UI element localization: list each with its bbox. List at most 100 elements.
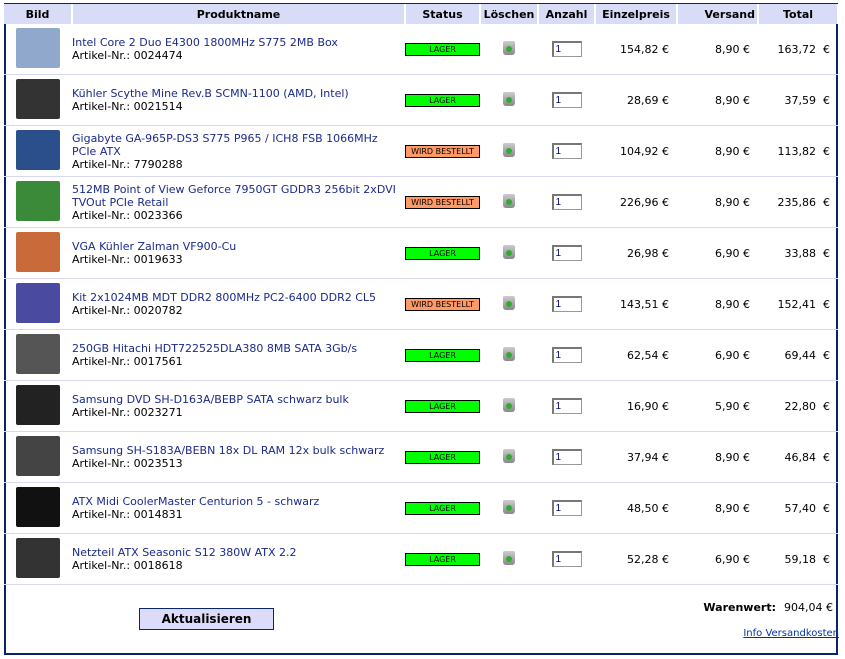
line-total: 152,41 € [758, 278, 838, 330]
cart-row: Intel Core 2 Duo E4300 1800MHz S775 2MB … [4, 24, 838, 75]
status-badge: LAGER [405, 94, 480, 107]
article-number: Artikel-Nr.: 0018618 [72, 559, 183, 572]
product-image[interactable] [16, 282, 60, 323]
cart-row: ATX Midi CoolerMaster Centurion 5 - schw… [4, 482, 838, 534]
quantity-input[interactable] [551, 500, 582, 516]
product-image[interactable] [16, 27, 60, 68]
unit-price: 28,69 € [595, 74, 677, 126]
unit-price: 16,90 € [595, 380, 677, 432]
status-badge: LAGER [405, 451, 480, 464]
quantity-input[interactable] [551, 296, 582, 312]
product-image[interactable] [16, 78, 60, 119]
unit-price: 143,51 € [595, 278, 677, 330]
status-badge: LAGER [405, 43, 480, 56]
status-badge: WIRD BESTELLT [405, 145, 480, 158]
quantity-input[interactable] [551, 551, 582, 567]
unit-price: 48,50 € [595, 482, 677, 534]
product-link[interactable]: 250GB Hitachi HDT722525DLA380 8MB SATA 3… [72, 342, 358, 355]
trash-icon[interactable] [503, 499, 515, 514]
trash-icon[interactable] [503, 448, 515, 463]
quantity-input[interactable] [551, 92, 582, 108]
trash-icon[interactable] [503, 244, 515, 259]
line-total: 235,86 € [758, 176, 838, 228]
column-header: Produktname [72, 4, 406, 24]
status-badge: LAGER [405, 349, 480, 362]
unit-price: 104,92 € [595, 125, 677, 177]
status-badge: WIRD BESTELLT [405, 196, 480, 209]
product-image[interactable] [16, 129, 60, 170]
trash-icon[interactable] [503, 193, 515, 208]
quantity-input[interactable] [551, 41, 582, 57]
shipping-cost: 6,90 € [677, 533, 758, 585]
quantity-input[interactable] [551, 245, 582, 261]
quantity-input[interactable] [551, 347, 582, 363]
status-badge: LAGER [405, 502, 480, 515]
product-link[interactable]: Gigabyte GA-965P-DS3 S775 P965 / ICH8 FS… [72, 131, 378, 158]
shipping-cost: 8,90 € [677, 125, 758, 177]
product-link[interactable]: Samsung SH-S183A/BEBN 18x DL RAM 12x bul… [72, 444, 385, 457]
shipping-cost: 8,90 € [677, 278, 758, 330]
cart-row: Kühler Scythe Mine Rev.B SCMN-1100 (AMD,… [4, 74, 838, 126]
quantity-input[interactable] [551, 143, 582, 159]
product-link[interactable]: Kühler Scythe Mine Rev.B SCMN-1100 (AMD,… [72, 87, 349, 100]
update-button[interactable]: Aktualisieren [139, 608, 274, 630]
order-value-label: Warenwert: [703, 601, 777, 614]
trash-icon[interactable] [503, 346, 515, 361]
product-link[interactable]: Netzteil ATX Seasonic S12 380W ATX 2.2 [72, 546, 297, 559]
product-link[interactable]: Kit 2x1024MB MDT DDR2 800MHz PC2-6400 DD… [72, 291, 377, 304]
product-link[interactable]: VGA Kühler Zalman VF900-Cu [72, 240, 237, 253]
cart-row: Kit 2x1024MB MDT DDR2 800MHz PC2-6400 DD… [4, 278, 838, 330]
product-link[interactable]: Intel Core 2 Duo E4300 1800MHz S775 2MB … [72, 36, 338, 49]
cart-row: Samsung DVD SH-D163A/BEBP SATA schwarz b… [4, 380, 838, 432]
product-link[interactable]: 512MB Point of View Geforce 7950GT GDDR3… [72, 182, 396, 209]
product-image[interactable] [16, 231, 60, 272]
status-badge: LAGER [405, 553, 480, 566]
status-badge: WIRD BESTELLT [405, 298, 480, 311]
article-number: Artikel-Nr.: 0017561 [72, 355, 183, 368]
shipping-cost: 5,90 € [677, 380, 758, 432]
column-header: Löschen [480, 4, 539, 24]
unit-price: 154,82 € [595, 24, 677, 75]
trash-icon[interactable] [503, 142, 515, 157]
article-number: Artikel-Nr.: 0021514 [72, 100, 183, 113]
shipping-info-link[interactable]: Info Versandkosten [743, 628, 839, 639]
product-link[interactable]: Samsung DVD SH-D163A/BEBP SATA schwarz b… [72, 393, 349, 406]
product-link[interactable]: ATX Midi CoolerMaster Centurion 5 - schw… [72, 495, 320, 508]
unit-price: 226,96 € [595, 176, 677, 228]
shipping-cost: 8,90 € [677, 24, 758, 75]
product-image[interactable] [16, 180, 60, 221]
line-total: 163,72 € [758, 24, 838, 75]
unit-price: 62,54 € [595, 329, 677, 381]
line-total: 113,82 € [758, 125, 838, 177]
column-header: Total [758, 4, 839, 24]
article-number: Artikel-Nr.: 0019633 [72, 253, 183, 266]
trash-icon[interactable] [503, 550, 515, 565]
quantity-input[interactable] [551, 398, 582, 414]
line-total: 57,40 € [758, 482, 838, 534]
quantity-input[interactable] [551, 194, 582, 210]
trash-icon[interactable] [503, 91, 515, 106]
column-header: Status [405, 4, 481, 24]
line-total: 69,44 € [758, 329, 838, 381]
order-value: Warenwert: 904,04 € [703, 601, 833, 614]
product-image[interactable] [16, 537, 60, 578]
product-image[interactable] [16, 384, 60, 425]
product-image[interactable] [16, 333, 60, 374]
order-value-amount: 904,04 € [784, 601, 833, 614]
column-header: Bild [4, 4, 73, 24]
unit-price: 37,94 € [595, 431, 677, 483]
trash-icon[interactable] [503, 397, 515, 412]
quantity-input[interactable] [551, 449, 582, 465]
trash-icon[interactable] [503, 295, 515, 310]
product-image[interactable] [16, 486, 60, 527]
article-number: Artikel-Nr.: 0023366 [72, 208, 183, 222]
shipping-cost: 8,90 € [677, 176, 758, 228]
cart-row: Gigabyte GA-965P-DS3 S775 P965 / ICH8 FS… [4, 125, 838, 177]
trash-icon[interactable] [503, 40, 515, 55]
cart-row: Samsung SH-S183A/BEBN 18x DL RAM 12x bul… [4, 431, 838, 483]
cart-row: VGA Kühler Zalman VF900-Cu Artikel-Nr.: 0… [4, 227, 838, 279]
unit-price: 52,28 € [595, 533, 677, 585]
article-number: Artikel-Nr.: 0020782 [72, 304, 183, 317]
product-image[interactable] [16, 435, 60, 476]
article-number: Artikel-Nr.: 7790288 [72, 157, 183, 171]
